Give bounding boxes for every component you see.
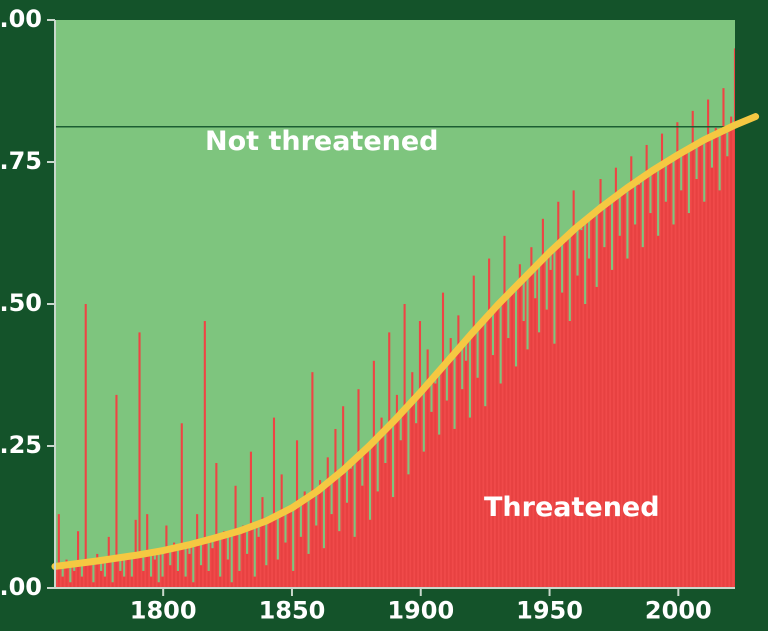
x-tick-label: 1950 [516,597,583,625]
y-tick-label: 1.00 [0,5,42,33]
x-axis: 1800 1850 1900 1950 2000 [55,587,735,625]
y-tick-label: 0.00 [0,573,42,601]
x-tick-label: 1900 [387,597,454,625]
annual-bars [55,48,735,588]
threatened-label: Threatened [484,492,660,523]
y-tick-label: 0.25 [0,431,42,459]
y-tick-label: 0.50 [0,289,42,317]
x-tick-label: 2000 [645,597,712,625]
trend-line [51,113,760,570]
not-threatened-label: Not threatened [205,126,439,157]
plot-area [51,20,760,588]
y-axis: 0.00 0.25 0.50 0.75 1.00 [0,5,56,601]
x-tick-label: 1850 [259,597,326,625]
y-tick-label: 0.75 [0,147,42,175]
x-tick-label: 1800 [130,597,197,625]
